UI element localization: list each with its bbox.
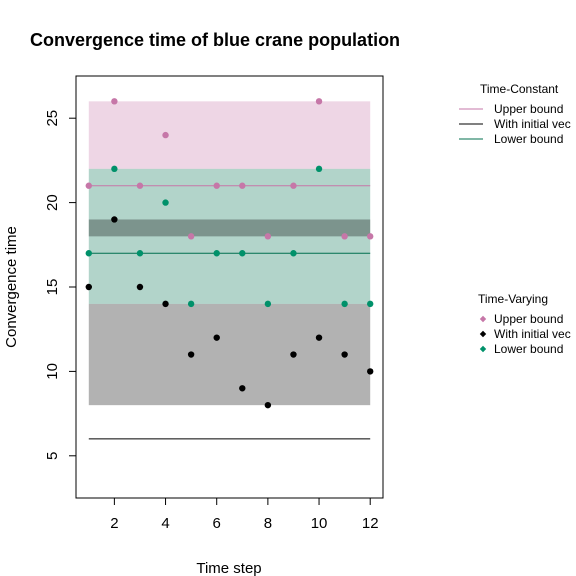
- point-s1-10: [341, 351, 348, 358]
- point-s1-5: [213, 334, 220, 341]
- point-s2-7: [264, 300, 272, 308]
- point-s0-7: [264, 233, 272, 240]
- point-s0-2: [136, 182, 144, 189]
- point-s0-6: [239, 182, 246, 189]
- legend-title-varying: Time-Varying: [478, 292, 548, 306]
- legend-marker-2: [479, 345, 487, 353]
- legend-marker-0: [479, 315, 487, 323]
- point-s2-1: [111, 165, 118, 173]
- point-s2-3: [162, 199, 169, 206]
- point-s1-4: [187, 351, 195, 358]
- point-s2-0: [85, 250, 92, 257]
- y-tick-label-15: 15: [44, 279, 61, 296]
- y-tick-label-10: 10: [44, 363, 61, 380]
- point-s0-9: [315, 98, 323, 105]
- legend-label-constant-1: With initial vec: [494, 117, 571, 131]
- point-s1-3: [162, 300, 169, 308]
- point-s0-5: [213, 182, 220, 189]
- point-s1-7: [264, 401, 272, 409]
- point-s2-2: [136, 250, 144, 257]
- legend-label-varying-0: Upper bound: [494, 312, 563, 326]
- band-0: [88, 101, 371, 169]
- x-tick-label-2: 2: [110, 515, 118, 532]
- y-tick-label-5: 5: [44, 452, 61, 460]
- band-1: [88, 303, 371, 406]
- point-s2-8: [290, 250, 297, 257]
- point-s2-10: [341, 300, 348, 308]
- point-s0-4: [187, 233, 195, 240]
- x-axis: 2 4 6 8 10 12: [110, 497, 379, 532]
- y-tick-label-25: 25: [44, 110, 61, 127]
- point-s1-2: [136, 283, 144, 291]
- point-s2-9: [315, 165, 323, 173]
- x-tick-label-8: 8: [264, 515, 272, 532]
- point-s1-0: [85, 283, 92, 291]
- band-2: [88, 168, 371, 304]
- band-extra-0: [88, 219, 371, 237]
- x-tick-label-4: 4: [161, 515, 169, 532]
- legend-label-constant-2: Lower bound: [494, 132, 563, 146]
- legend-label-varying-1: With initial vec: [494, 327, 571, 341]
- y-axis-label: Convergence time: [3, 226, 20, 348]
- point-s1-6: [239, 385, 246, 392]
- y-axis: 5 10 15 20 25: [44, 110, 77, 460]
- x-tick-label-10: 10: [311, 515, 328, 532]
- point-s2-6: [239, 250, 246, 257]
- legend-title-constant: Time-Constant: [480, 82, 559, 96]
- band-layer: [88, 101, 371, 406]
- chart-title: Convergence time of blue crane populatio…: [30, 30, 400, 50]
- x-tick-label-6: 6: [213, 515, 221, 532]
- point-s0-1: [111, 98, 118, 105]
- point-s2-5: [213, 250, 220, 257]
- point-s2-4: [187, 300, 195, 308]
- point-s0-11: [367, 233, 374, 240]
- point-s2-11: [367, 300, 374, 308]
- point-s1-1: [111, 216, 118, 223]
- line-layer: [88, 185, 371, 440]
- point-s0-3: [162, 131, 169, 139]
- point-s1-11: [367, 368, 374, 375]
- legend-marker-1: [479, 330, 487, 338]
- x-axis-label: Time step: [196, 560, 261, 576]
- point-s1-8: [290, 351, 297, 358]
- legend-label-constant-0: Upper bound: [494, 102, 563, 116]
- point-s0-10: [341, 233, 348, 240]
- point-s0-8: [290, 182, 297, 189]
- point-s0-0: [85, 182, 92, 189]
- point-s1-9: [315, 334, 323, 341]
- point-layer: [85, 98, 374, 409]
- x-tick-label-12: 12: [362, 515, 379, 532]
- y-tick-label-20: 20: [44, 194, 61, 211]
- legend-label-varying-2: Lower bound: [494, 342, 563, 356]
